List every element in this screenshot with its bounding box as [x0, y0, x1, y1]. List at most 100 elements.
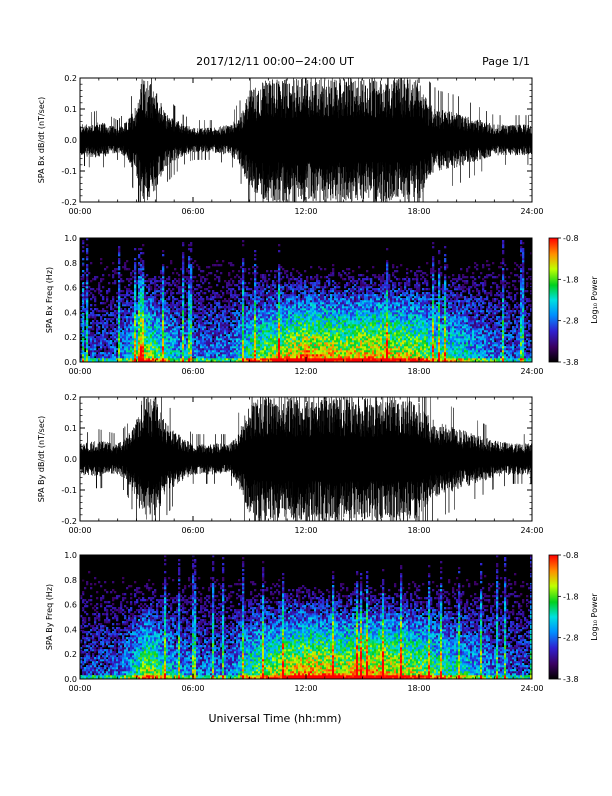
spectrogram-cell — [332, 268, 334, 270]
spectrogram-cell — [98, 282, 100, 284]
spectrogram-cell — [328, 274, 330, 276]
spectrogram-cell — [122, 342, 124, 344]
spectrogram-cell — [304, 298, 306, 300]
spectrogram-cell — [202, 322, 204, 324]
spectrogram-cell — [106, 318, 108, 320]
spectrogram-cell — [256, 342, 258, 344]
spectrogram-cell — [126, 330, 128, 332]
spectrogram-cell — [134, 312, 136, 314]
spectrogram-cell — [300, 300, 302, 302]
spectrogram-cell — [290, 294, 292, 296]
spectrogram-cell — [326, 348, 328, 350]
spectrogram-cell — [152, 340, 154, 342]
spectrogram-cell — [338, 330, 340, 332]
spectrogram-cell — [116, 332, 118, 334]
spectrogram-cell — [114, 270, 116, 272]
spectrogram-cell — [248, 334, 250, 336]
spectrogram-cell — [116, 338, 118, 340]
spectrogram-cell — [126, 342, 128, 344]
spectrogram-cell — [130, 272, 132, 274]
spectrogram-cell — [326, 352, 328, 354]
spectrogram-cell — [198, 298, 200, 300]
spectrogram-cell — [334, 346, 336, 348]
spectrogram-cell — [190, 268, 192, 270]
spectrogram-cell — [212, 348, 214, 350]
spectrogram-cell — [170, 314, 172, 316]
spectrogram-cell — [216, 264, 218, 266]
spectrogram-cell — [112, 262, 114, 264]
spectrogram-cell — [192, 298, 194, 300]
spectrogram-cell — [188, 262, 190, 264]
spectrogram-cell — [228, 338, 230, 340]
spectrogram-cell — [222, 344, 224, 346]
spectrogram-cell — [224, 330, 226, 332]
spectrogram-cell — [320, 330, 322, 332]
spectrogram-cell — [88, 332, 90, 334]
spectrogram-cell — [246, 316, 248, 318]
spectrogram-cell — [210, 294, 212, 296]
spectrogram-cell — [222, 354, 224, 356]
spectrogram-cell — [200, 276, 202, 278]
spectrogram-cell — [190, 348, 192, 350]
spectrogram-cell — [338, 316, 340, 318]
spectrogram-cell — [148, 328, 150, 330]
spectrogram-cell — [134, 278, 136, 280]
spectrogram-cell — [160, 300, 162, 302]
spectrogram-cell — [128, 284, 130, 286]
spectrogram-cell — [212, 354, 214, 356]
spectrogram-cell — [112, 296, 114, 298]
spectrogram-cell — [110, 342, 112, 344]
spectrogram-cell — [236, 356, 238, 358]
spectrogram-cell — [312, 306, 314, 308]
spectrogram-cell — [212, 346, 214, 348]
spectrogram-cell — [316, 282, 318, 284]
spectrogram-cell — [258, 354, 260, 356]
spectrogram-cell — [306, 318, 308, 320]
spectrogram-cell — [230, 342, 232, 344]
spectrogram-cell — [264, 358, 266, 360]
spectrogram-cell — [266, 322, 268, 324]
spectrogram-cell — [282, 296, 284, 298]
spectrogram-cell — [170, 326, 172, 328]
spectrogram-cell — [176, 280, 178, 282]
spectrogram-cell — [82, 318, 84, 320]
spectrogram-cell — [142, 296, 144, 298]
spectrogram-cell — [182, 326, 184, 328]
spectrogram-cell — [314, 354, 316, 356]
spectrogram-cell — [188, 330, 190, 332]
spectrogram-cell — [216, 338, 218, 340]
spectrogram-cell — [330, 294, 332, 296]
spectrogram-cell — [168, 282, 170, 284]
spectrogram-cell — [162, 354, 164, 356]
spectrogram-cell — [310, 328, 312, 330]
spectrogram-cell — [324, 316, 326, 318]
spectrogram-cell — [126, 326, 128, 328]
spectrogram-cell — [206, 332, 208, 334]
spectrogram-cell — [312, 286, 314, 288]
spectrogram-cell — [128, 322, 130, 324]
spectrogram-cell — [168, 340, 170, 342]
spectrogram-cell — [256, 318, 258, 320]
spectrogram-cell — [246, 296, 248, 298]
spectrogram-cell — [190, 328, 192, 330]
spectrogram-cell — [98, 286, 100, 288]
spectrogram-cell — [326, 328, 328, 330]
spectrogram-cell — [168, 334, 170, 336]
spectrogram-cell — [272, 324, 274, 326]
spectrogram-cell — [240, 338, 242, 340]
spectrogram-cell — [134, 294, 136, 296]
spectrogram-cell — [132, 314, 134, 316]
spectrogram-cell — [86, 290, 88, 292]
spectrogram-cell — [284, 298, 286, 300]
spectrogram-cell — [288, 310, 290, 312]
spectrogram-cell — [182, 304, 184, 306]
spectrogram-cell — [310, 266, 312, 268]
spectrogram-cell — [340, 348, 342, 350]
spectrogram-cell — [188, 272, 190, 274]
spectrogram-cell — [232, 270, 234, 272]
spectrogram-cell — [132, 348, 134, 350]
spectrogram-cell — [176, 324, 178, 326]
spectrogram-cell — [148, 342, 150, 344]
spectrogram-cell — [168, 316, 170, 318]
spectrogram-cell — [326, 344, 328, 346]
